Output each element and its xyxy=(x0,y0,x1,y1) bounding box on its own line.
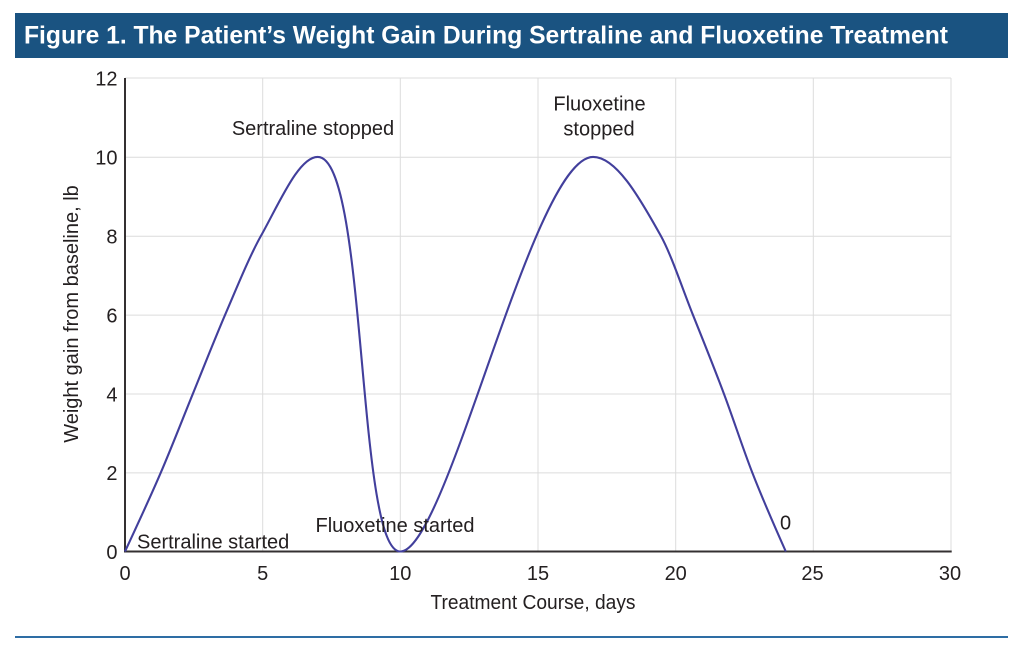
svg-text:Figure 1. The Patient’s Weight: Figure 1. The Patient’s Weight Gain Duri… xyxy=(24,22,949,50)
svg-text:30: 30 xyxy=(939,563,961,585)
svg-text:4: 4 xyxy=(106,384,117,406)
svg-text:5: 5 xyxy=(257,563,268,585)
svg-text:0: 0 xyxy=(119,563,130,585)
svg-text:6: 6 xyxy=(106,305,117,327)
svg-text:0: 0 xyxy=(780,513,791,535)
svg-text:Fluoxetine started: Fluoxetine started xyxy=(316,515,475,537)
svg-text:10: 10 xyxy=(389,563,411,585)
svg-text:2: 2 xyxy=(106,463,117,485)
svg-text:Weight gain from baseline, lb: Weight gain from baseline, lb xyxy=(61,185,83,443)
svg-text:0: 0 xyxy=(106,542,117,564)
svg-text:Treatment Course, days: Treatment Course, days xyxy=(431,592,636,614)
svg-text:Sertraline started: Sertraline started xyxy=(137,532,289,554)
svg-text:12: 12 xyxy=(95,68,117,90)
svg-text:8: 8 xyxy=(106,227,117,249)
svg-text:Fluoxetine: Fluoxetine xyxy=(553,93,645,115)
svg-text:15: 15 xyxy=(527,563,549,585)
svg-text:Sertraline stopped: Sertraline stopped xyxy=(232,118,394,140)
svg-text:20: 20 xyxy=(665,563,687,585)
svg-text:10: 10 xyxy=(95,148,117,170)
svg-text:25: 25 xyxy=(801,563,823,585)
svg-text:stopped: stopped xyxy=(563,119,634,141)
